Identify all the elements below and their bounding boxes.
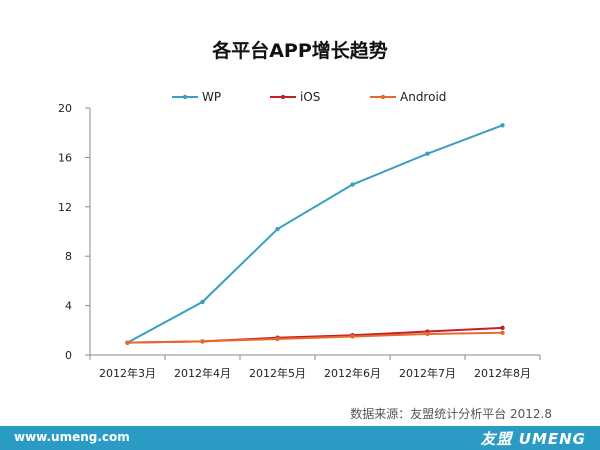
y-tick-label: 4 — [65, 300, 72, 313]
data-point-wp — [200, 299, 205, 305]
x-tick-label: 2012年6月 — [324, 366, 381, 380]
series-line-ios — [127, 326, 503, 344]
series-line-android — [127, 331, 503, 344]
data-point-android — [200, 339, 205, 344]
x-tick-label: 2012年5月 — [249, 366, 306, 380]
y-tick-label: 8 — [65, 250, 72, 263]
data-point-ios — [500, 325, 505, 331]
data-point-android — [350, 334, 355, 339]
legend-marker-ios — [280, 94, 286, 100]
y-axis-ticks: 0 4 8 12 16 20 — [58, 102, 90, 362]
legend-marker-android — [380, 94, 386, 100]
x-tick-label: 2012年7月 — [399, 366, 456, 380]
chart-series — [125, 123, 505, 345]
data-point-android — [275, 336, 280, 342]
data-point-wp — [350, 182, 355, 187]
series-line-wp — [127, 124, 503, 344]
footer-url[interactable]: www.umeng.com — [14, 430, 130, 444]
legend-label-ios: iOS — [300, 90, 320, 104]
x-axis-ticks: 2012年3月 2012年4月 2012年5月 2012年6月 2012年7月 2012年… — [89, 355, 541, 380]
umeng-logo: 友盟 UMENG — [480, 430, 586, 448]
data-point-android — [500, 330, 505, 335]
data-point-wp — [425, 151, 430, 156]
chart-legend: WP iOS Android — [172, 90, 446, 104]
y-tick-label: 12 — [58, 201, 72, 214]
data-source-note: 数据来源：友盟统计分析平台 2012.8 — [350, 407, 552, 421]
x-tick-label: 2012年3月 — [99, 366, 156, 380]
data-point-wp — [500, 123, 505, 128]
legend-marker-wp — [182, 94, 188, 100]
chart-title: 各平台APP增长趋势 — [212, 40, 388, 62]
chart-axes — [89, 108, 540, 356]
footer-bar: www.umeng.com 友盟 UMENG — [0, 426, 600, 450]
data-point-android — [425, 331, 430, 337]
data-point-wp — [275, 226, 280, 232]
y-tick-label: 16 — [58, 151, 72, 164]
x-tick-label: 2012年4月 — [174, 366, 231, 380]
legend-label-android: Android — [400, 90, 446, 104]
y-tick-label: 20 — [58, 102, 72, 115]
y-tick-label: 0 — [65, 349, 72, 362]
data-point-android — [125, 340, 130, 345]
x-tick-label: 2012年8月 — [474, 366, 531, 380]
legend-label-wp: WP — [202, 90, 221, 104]
